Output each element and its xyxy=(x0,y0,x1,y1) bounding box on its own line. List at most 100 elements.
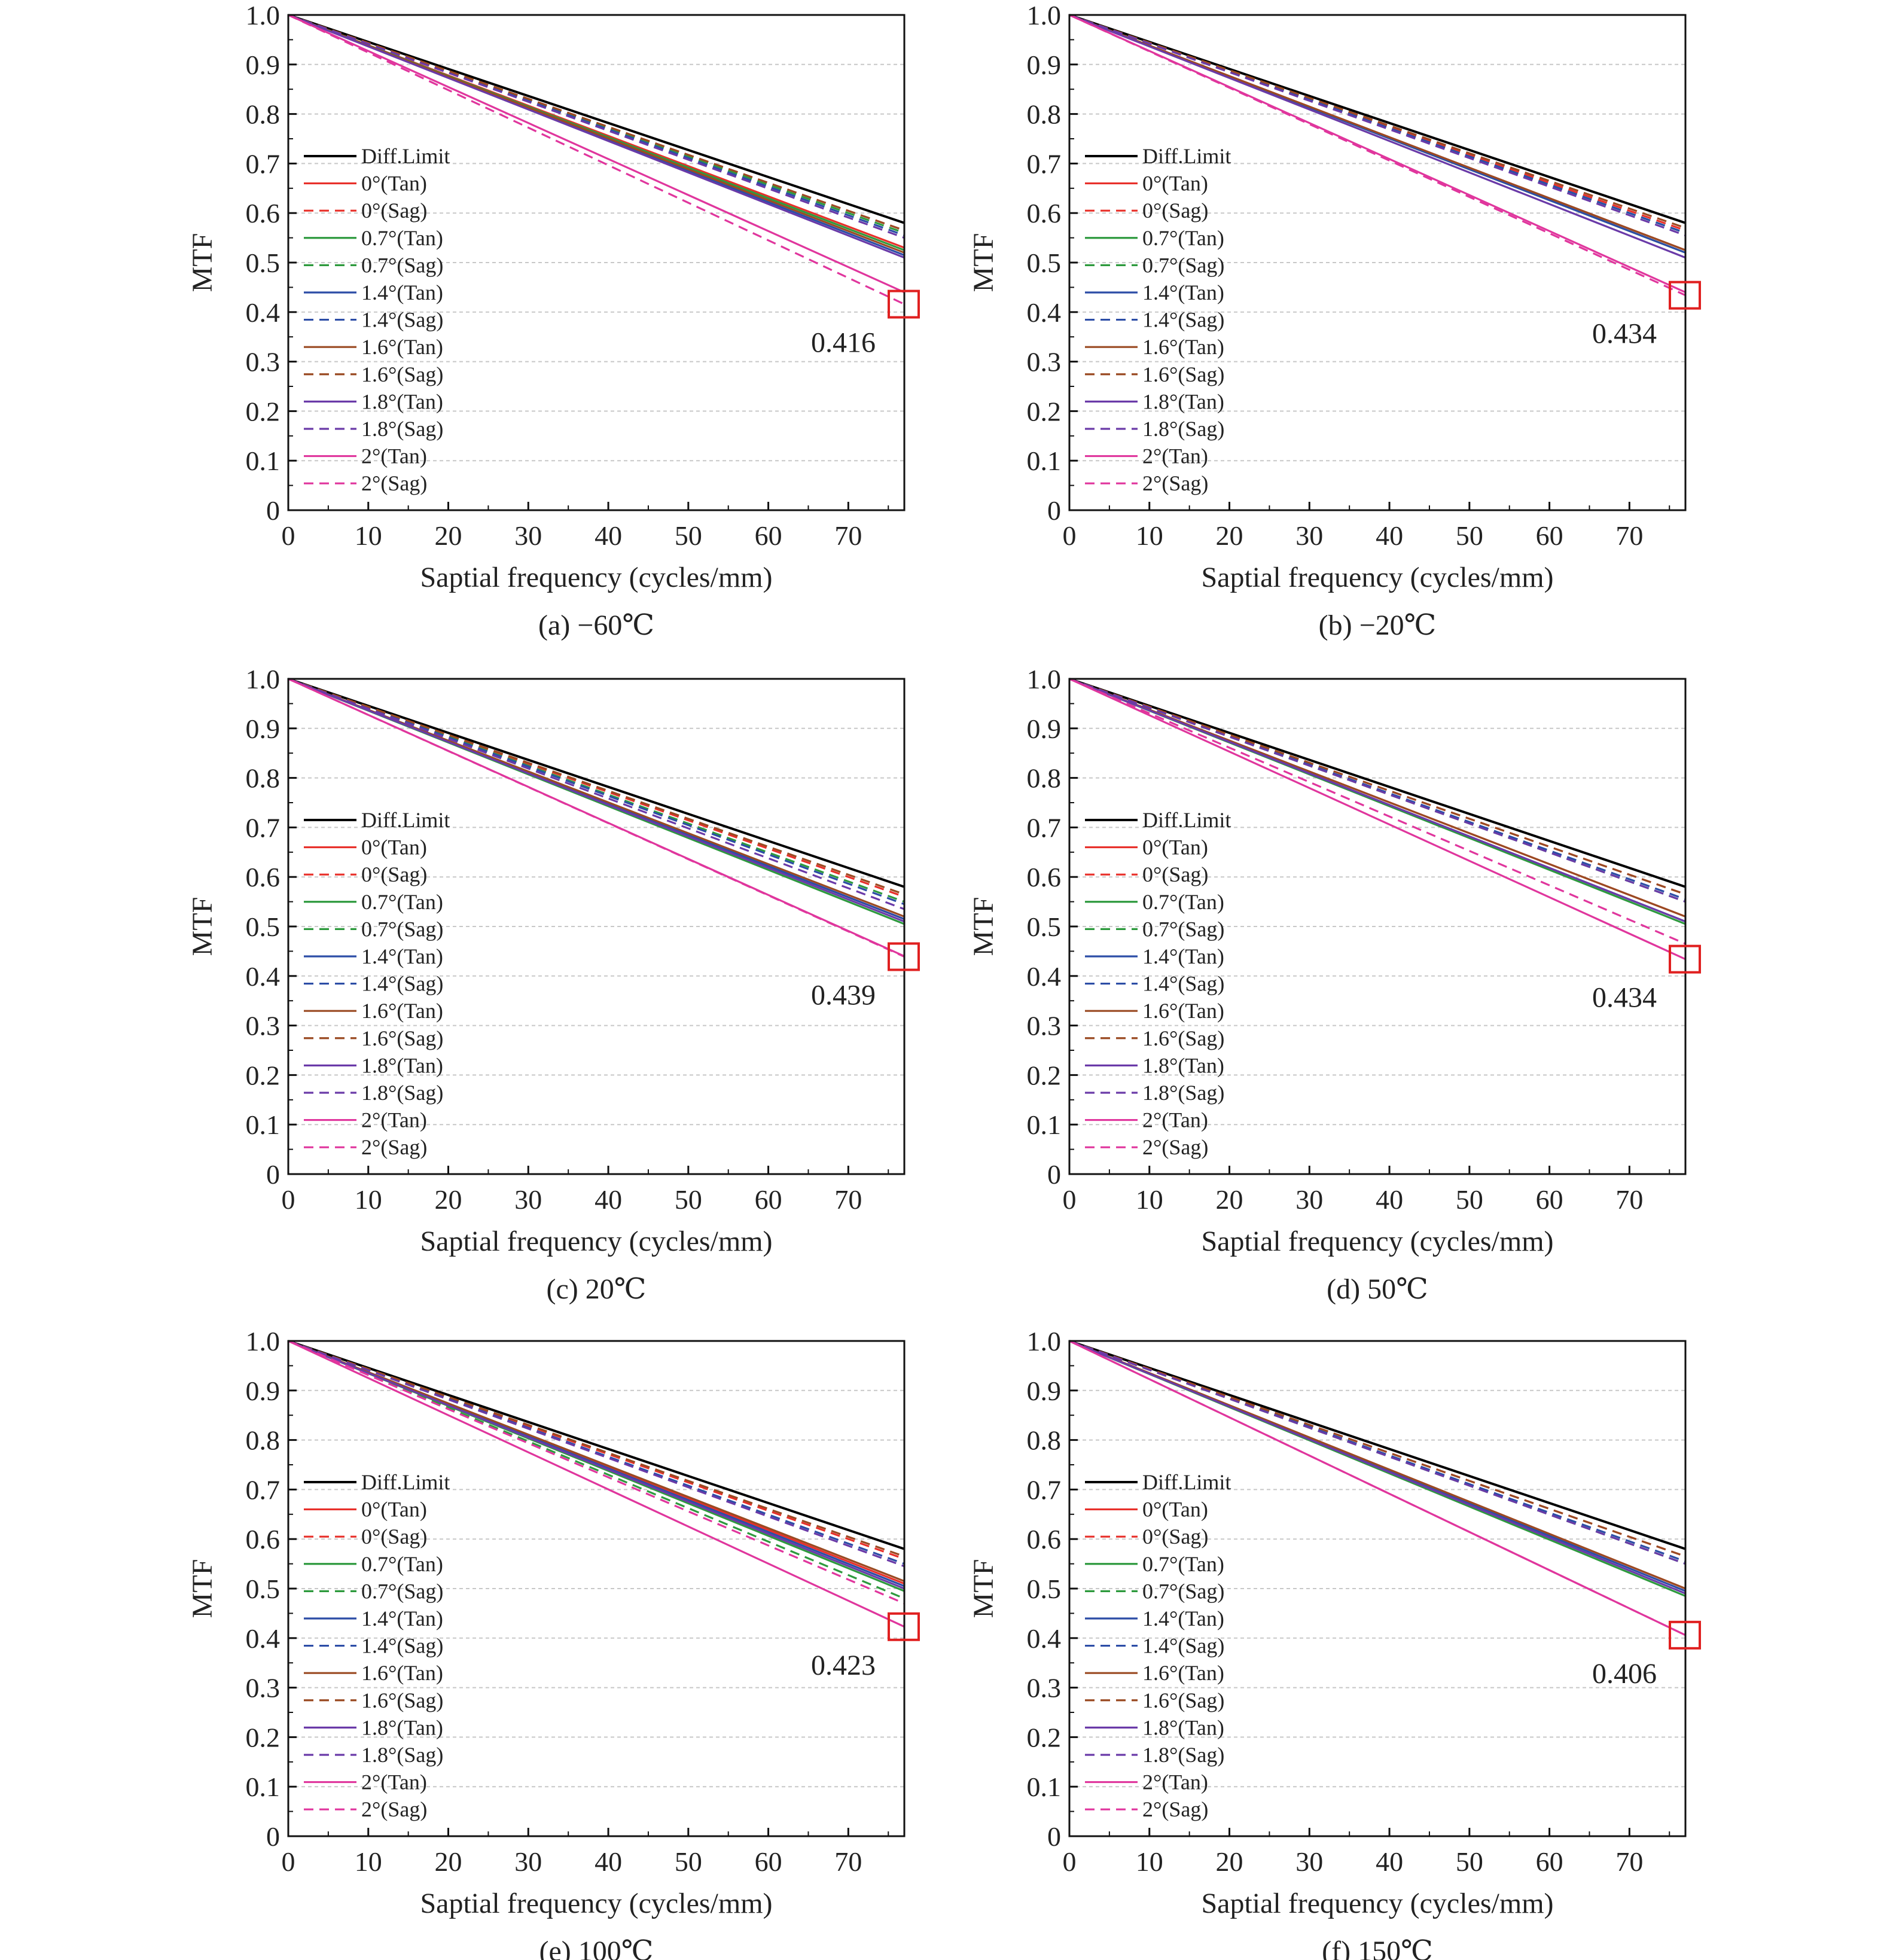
y-tick-label: 0.5 xyxy=(1027,1574,1062,1604)
legend-label: 0°(Sag) xyxy=(361,862,427,886)
x-tick-label: 40 xyxy=(595,1184,622,1215)
legend-label: 1.6°(Tan) xyxy=(361,999,443,1023)
y-tick-label: 0.8 xyxy=(246,763,281,794)
x-tick-label: 30 xyxy=(514,1846,542,1877)
series-line-2-Tan xyxy=(1069,678,1686,961)
y-tick-label: 0.7 xyxy=(1027,812,1062,843)
series-line-1.6-Sag xyxy=(288,1340,905,1557)
x-tick-label: 40 xyxy=(1376,1846,1403,1877)
y-tick-label: 0.6 xyxy=(1027,862,1062,892)
legend-label: 0.7°(Tan) xyxy=(1142,226,1224,250)
x-tick-label: 60 xyxy=(755,1846,782,1877)
series-line-Diff.Limit xyxy=(288,678,905,888)
x-tick-label: 70 xyxy=(834,520,862,551)
y-axis-title: MTF xyxy=(968,897,999,956)
y-tick-label: 1.0 xyxy=(246,0,281,31)
series-line-2-Sag xyxy=(288,678,905,958)
series-line-1.6-Sag xyxy=(1069,678,1686,895)
y-axis-title: MTF xyxy=(968,1559,999,1618)
y-tick-label: 0.5 xyxy=(246,1574,281,1604)
x-tick-label: 70 xyxy=(834,1184,862,1215)
y-tick-label: 0.4 xyxy=(246,1623,281,1654)
y-tick-label: 0 xyxy=(1047,1159,1061,1190)
legend-label: 0.7°(Sag) xyxy=(361,1579,443,1603)
legend-label: 0.7°(Tan) xyxy=(361,890,443,914)
series-line-1.6-Sag xyxy=(1069,14,1686,229)
legend-label: 0.7°(Tan) xyxy=(1142,890,1224,914)
x-tick-label: 0 xyxy=(282,520,295,551)
highlight-box xyxy=(888,942,920,971)
y-tick-label: 0.9 xyxy=(1027,1376,1062,1406)
y-tick-label: 0.1 xyxy=(246,446,281,476)
x-tick-label: 50 xyxy=(675,1846,702,1877)
legend-label: 1.8°(Sag) xyxy=(361,1743,443,1767)
x-tick-label: 50 xyxy=(1456,520,1483,551)
legend-label: 1.8°(Sag) xyxy=(1142,417,1224,441)
panel-caption: (b) −20℃ xyxy=(1319,609,1437,641)
highlight-box xyxy=(1669,1620,1701,1650)
legend-label: Diff.Limit xyxy=(361,808,450,832)
legend-label: 2°(Tan) xyxy=(1142,1108,1208,1132)
series-line-1.6-Tan xyxy=(288,1340,905,1583)
y-tick-label: 0.1 xyxy=(1027,1109,1062,1140)
y-axis-title: MTF xyxy=(968,233,999,292)
legend-label: 1.8°(Sag) xyxy=(1142,1743,1224,1767)
series-line-1.8-Sag xyxy=(288,1340,905,1568)
y-tick-label: 0.4 xyxy=(1027,297,1062,328)
legend-label: 1.8°(Tan) xyxy=(1142,389,1224,413)
legend-label: 1.6°(Sag) xyxy=(361,1026,443,1050)
y-tick-label: 0 xyxy=(1047,1821,1061,1852)
series-line-1.8-Tan xyxy=(1069,1340,1686,1595)
legend-label: 1.4°(Sag) xyxy=(1142,972,1224,996)
legend-label: 1.4°(Sag) xyxy=(361,308,443,332)
legend-label: 2°(Tan) xyxy=(361,1108,427,1132)
legend-label: 2°(Sag) xyxy=(361,471,427,495)
legend-label: 1.6°(Tan) xyxy=(1142,1661,1224,1685)
series-line-2-Sag xyxy=(1069,1340,1686,1636)
legend-label: 0°(Tan) xyxy=(1142,172,1208,196)
x-tick-label: 40 xyxy=(1376,520,1403,551)
legend-label: 0.7°(Sag) xyxy=(1142,1579,1224,1603)
y-tick-label: 0.8 xyxy=(1027,763,1062,794)
y-tick-label: 0.2 xyxy=(246,1060,281,1090)
y-tick-label: 0.5 xyxy=(1027,912,1062,942)
legend-label: 0°(Sag) xyxy=(1142,1525,1208,1549)
legend-label: 1.6°(Tan) xyxy=(1142,999,1224,1023)
x-tick-label: 0 xyxy=(1063,1846,1077,1877)
x-tick-label: 50 xyxy=(675,1184,702,1215)
legend-label: Diff.Limit xyxy=(361,1470,450,1494)
chart-panel-2: 0 0.1 0.2 0.3 0.4 0.5 0.6 0.7 0.8 0.9 1.0 0 10 20 30 40… xyxy=(968,0,1701,641)
y-axis-title: MTF xyxy=(187,1559,218,1618)
legend-label: 2°(Sag) xyxy=(361,1797,427,1821)
y-tick-label: 1.0 xyxy=(246,664,281,694)
x-tick-label: 10 xyxy=(1136,520,1163,551)
y-tick-label: 0.4 xyxy=(246,961,281,992)
x-tick-label: 0 xyxy=(1063,1184,1077,1215)
legend-label: 1.6°(Sag) xyxy=(1142,362,1224,386)
legend-label: Diff.Limit xyxy=(1142,144,1231,168)
x-axis-title: Saptial frequency (cycles/mm) xyxy=(420,1226,772,1257)
y-tick-label: 0.8 xyxy=(1027,99,1062,130)
legend-label: 0°(Sag) xyxy=(361,1525,427,1549)
y-tick-label: 0.3 xyxy=(246,1011,281,1041)
y-tick-label: 0.8 xyxy=(246,1425,281,1456)
series-line-1.8-Sag xyxy=(288,14,905,239)
highlight-box xyxy=(1669,944,1701,974)
series-line-2-Sag xyxy=(1069,14,1686,297)
x-tick-label: 0 xyxy=(282,1846,295,1877)
legend-label: 0.7°(Tan) xyxy=(361,1552,443,1576)
x-tick-label: 40 xyxy=(595,1846,622,1877)
y-tick-label: 1.0 xyxy=(1027,1326,1062,1357)
legend-label: 0°(Sag) xyxy=(361,199,427,222)
legend-label: 1.4°(Sag) xyxy=(361,972,443,996)
y-tick-label: 0.7 xyxy=(246,812,281,843)
legend-label: 1.8°(Tan) xyxy=(361,1715,443,1739)
legend-label: Diff.Limit xyxy=(361,144,450,168)
x-tick-label: 30 xyxy=(514,520,542,551)
x-axis-title: Saptial frequency (cycles/mm) xyxy=(420,1888,772,1919)
legend-label: 1.8°(Sag) xyxy=(361,417,443,441)
mtf-annotation: 0.434 xyxy=(1592,982,1657,1014)
series-line-Diff.Limit xyxy=(1069,678,1686,888)
x-tick-label: 10 xyxy=(1136,1846,1163,1877)
x-tick-label: 30 xyxy=(1295,1846,1323,1877)
